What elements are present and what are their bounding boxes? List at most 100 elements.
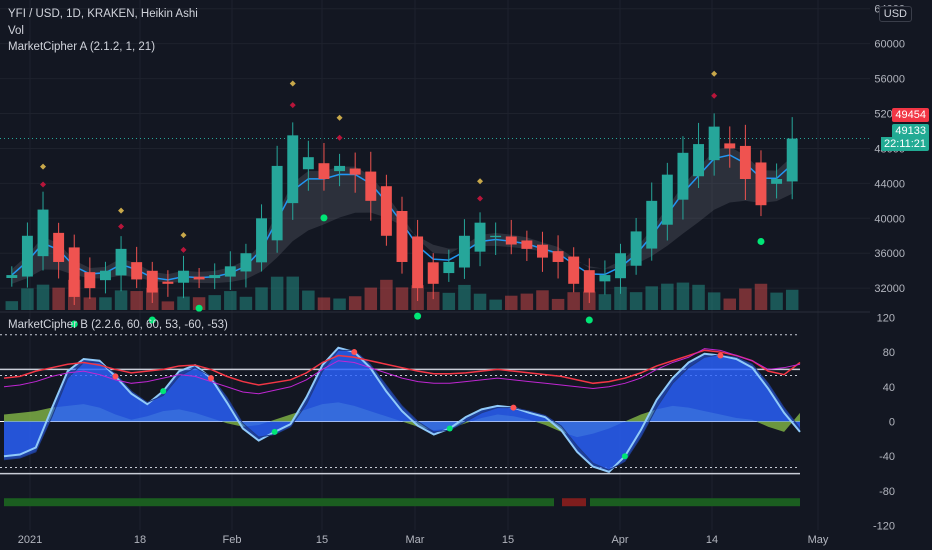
buy-dot xyxy=(70,320,78,328)
x-tick-label: 18 xyxy=(134,534,146,546)
volume-bar xyxy=(255,287,268,310)
currency-button[interactable]: USD xyxy=(878,6,912,22)
x-tick-label: 2021 xyxy=(18,534,42,546)
buy-dot xyxy=(195,304,203,312)
candle-body xyxy=(193,276,205,280)
cross-dot xyxy=(446,425,453,432)
signal-diamond-red xyxy=(180,246,187,253)
volume-bar xyxy=(645,286,658,310)
y-tick-label: 36000 xyxy=(874,248,905,260)
y-tick-label: 56000 xyxy=(874,74,905,86)
candle-body xyxy=(380,186,392,236)
candle-body xyxy=(412,236,424,289)
volume-bar xyxy=(723,298,737,310)
candle-body xyxy=(755,162,767,206)
x-tick-label: 15 xyxy=(502,534,514,546)
volume-bar xyxy=(114,290,128,310)
candle-body xyxy=(630,231,642,266)
y-tick-label: 44000 xyxy=(874,178,905,190)
volume-bar xyxy=(770,292,783,310)
signal-diamond xyxy=(336,114,343,121)
candle-body xyxy=(224,266,236,277)
main-legend-title: YFI / USD, 1D, KRAKEN, Heikin Ashi xyxy=(8,8,198,20)
volume-bar xyxy=(598,294,612,310)
osc-tick-label: -80 xyxy=(879,486,895,498)
x-tick-label: 15 xyxy=(316,534,328,546)
volume-bar xyxy=(692,284,705,310)
wave2-line xyxy=(3,349,801,471)
candle-body xyxy=(568,256,580,284)
candle-body xyxy=(349,168,361,175)
volume-bar xyxy=(239,296,253,310)
volume-bar xyxy=(52,287,65,310)
candle-body xyxy=(302,157,314,170)
volume-bar xyxy=(36,284,50,310)
candle-body xyxy=(53,232,65,262)
candle-body xyxy=(99,270,111,281)
candle-body xyxy=(615,253,626,279)
candle-body xyxy=(178,270,189,283)
candle-body xyxy=(708,126,720,161)
volume-bar xyxy=(224,291,237,310)
signal-diamond xyxy=(40,163,47,170)
candle-body xyxy=(661,174,673,225)
volume-bar xyxy=(551,298,565,310)
volume-bar xyxy=(567,292,580,310)
x-tick-label: Mar xyxy=(406,534,425,546)
volume-bar xyxy=(785,289,799,310)
oscillator-pane xyxy=(0,334,801,507)
cross-dot xyxy=(717,352,724,359)
osc-tick-label: -40 xyxy=(879,451,895,463)
candle-body xyxy=(396,210,408,262)
candle-body xyxy=(786,138,798,182)
osc-tick-label: -120 xyxy=(873,521,895,533)
cross-dot xyxy=(207,375,214,382)
volume-bar xyxy=(458,284,471,310)
signal-diamond xyxy=(289,80,296,87)
y-tick-label: 32000 xyxy=(874,283,905,295)
volume-bar xyxy=(380,279,393,310)
x-tick-label: Apr xyxy=(611,534,628,546)
candle-body xyxy=(240,253,252,272)
candle-body xyxy=(521,240,533,249)
volume-bar xyxy=(333,298,346,310)
signal-diamond-red xyxy=(477,195,484,202)
cross-dot xyxy=(112,373,119,380)
signal-diamond-red xyxy=(336,134,343,141)
candle-body xyxy=(693,144,705,177)
last-price-tag: 49133 xyxy=(892,124,929,138)
osc-tick-label: 0 xyxy=(889,417,895,429)
candle-body xyxy=(739,145,751,180)
candle-body xyxy=(287,135,299,204)
candle-body xyxy=(6,275,18,278)
candle-body xyxy=(162,281,174,284)
signal-diamond xyxy=(711,70,718,77)
candle-body xyxy=(131,262,143,280)
cross-dot xyxy=(621,453,628,460)
candle-body xyxy=(677,152,689,200)
stoch-line xyxy=(3,348,801,395)
candle-body xyxy=(209,275,221,279)
buy-dot xyxy=(148,316,156,324)
wave1-line xyxy=(3,346,801,473)
trend-bar-green xyxy=(4,498,554,507)
candle-body xyxy=(146,270,158,293)
vol-legend: Vol xyxy=(8,25,24,37)
candle-body xyxy=(583,270,595,293)
volume-bars xyxy=(5,276,799,310)
candle-body xyxy=(256,218,267,263)
candle-body xyxy=(724,143,736,149)
y-tick-label: 60000 xyxy=(874,39,905,51)
countdown-tag: 22:11:21 xyxy=(880,137,929,151)
cross-dot xyxy=(351,349,358,356)
volume-bar xyxy=(614,286,627,310)
prev-price-tag: 49454 xyxy=(892,108,929,122)
volume-bar xyxy=(473,293,487,310)
volume-bar xyxy=(286,276,299,310)
signal-diamond-red xyxy=(289,102,296,109)
candle-body xyxy=(443,261,455,274)
signal-diamond xyxy=(118,207,125,214)
volume-bar xyxy=(489,299,502,310)
signal-diamond xyxy=(180,232,187,239)
candle-body xyxy=(490,235,502,238)
